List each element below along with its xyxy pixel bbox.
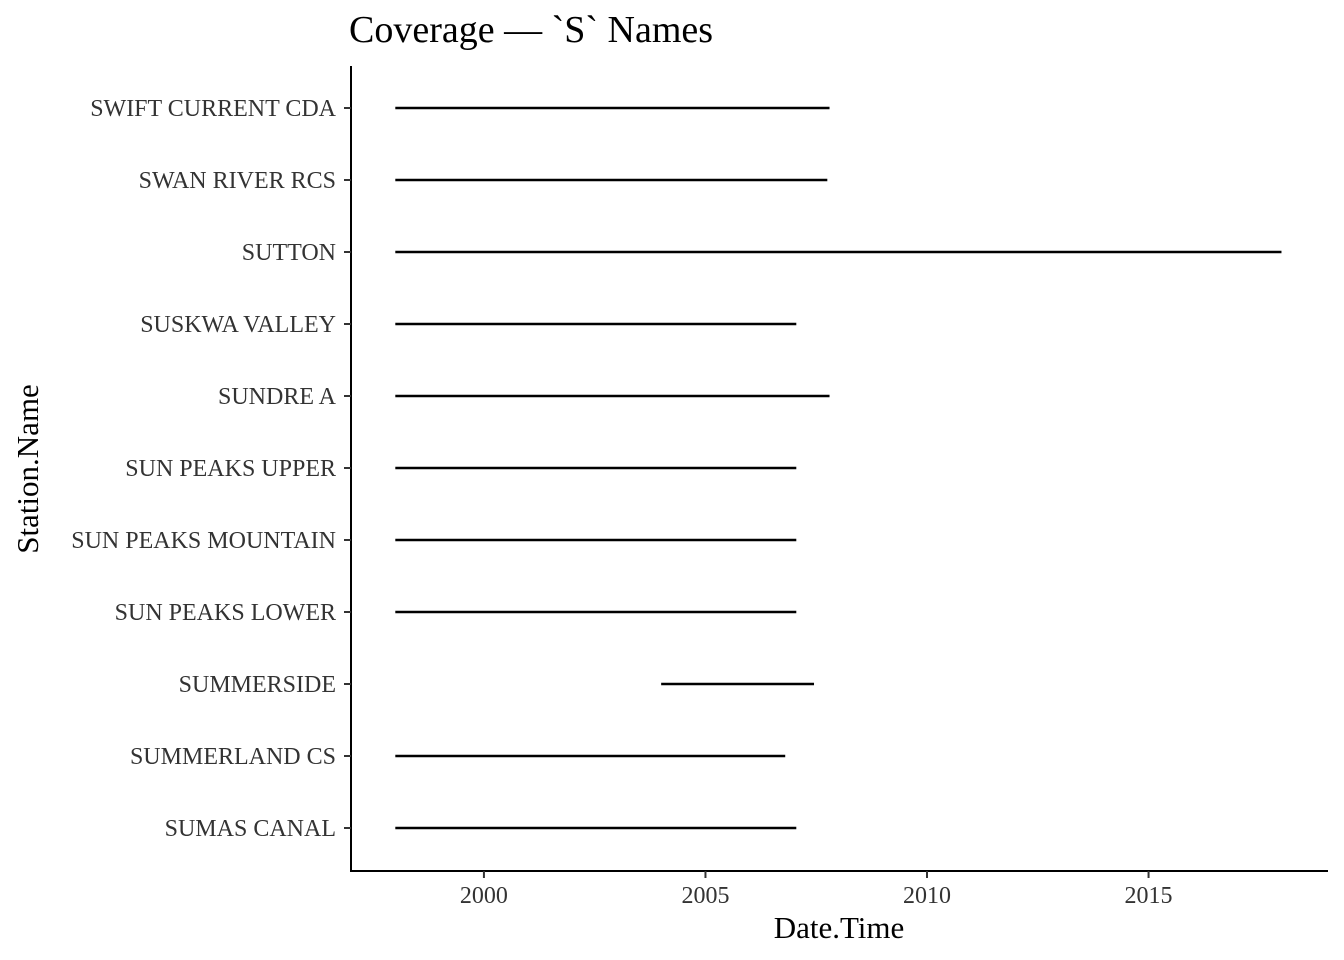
y-tick-label-sun-peaks-upper: SUN PEAKS UPPER	[125, 456, 336, 482]
y-tick-label-swift-current-cda: SWIFT CURRENT CDA	[90, 96, 336, 122]
x-tick-label-2000: 2000	[460, 883, 508, 909]
y-tick-label-sutton: SUTTON	[242, 240, 336, 266]
y-tick-label-sundre-a: SUNDRE A	[218, 384, 337, 410]
y-tick-label-sun-peaks-mountain: SUN PEAKS MOUNTAIN	[71, 528, 336, 554]
chart-title: Coverage — `S` Names	[349, 9, 713, 51]
x-tick-label-2010: 2010	[903, 883, 951, 909]
plot-area: SUMAS CANAL SUMMERLAND CS SUMMERSIDE SUN PE…	[71, 66, 1328, 909]
x-tick-label-2015: 2015	[1125, 883, 1173, 909]
y-axis-title: Station.Name	[10, 384, 45, 554]
y-tick-label-sumas-canal: SUMAS CANAL	[165, 816, 336, 842]
y-tick-label-suskwa-valley: SUSKWA VALLEY	[140, 312, 336, 338]
y-tick-label-swan-river-rcs: SWAN RIVER RCS	[139, 168, 336, 194]
y-tick-label-summerland-cs: SUMMERLAND CS	[130, 744, 336, 770]
coverage-segments	[395, 106, 1282, 830]
y-axis-ticks: SUMAS CANAL SUMMERLAND CS SUMMERSIDE SUN PE…	[71, 96, 351, 842]
x-axis-ticks: 2000 2005 2010 2015	[460, 871, 1173, 909]
y-tick-label-sun-peaks-lower: SUN PEAKS LOWER	[115, 600, 336, 626]
x-tick-label-2005: 2005	[681, 883, 729, 909]
y-tick-label-summerside: SUMMERSIDE	[179, 672, 336, 698]
x-axis-title: Date.Time	[774, 910, 905, 945]
